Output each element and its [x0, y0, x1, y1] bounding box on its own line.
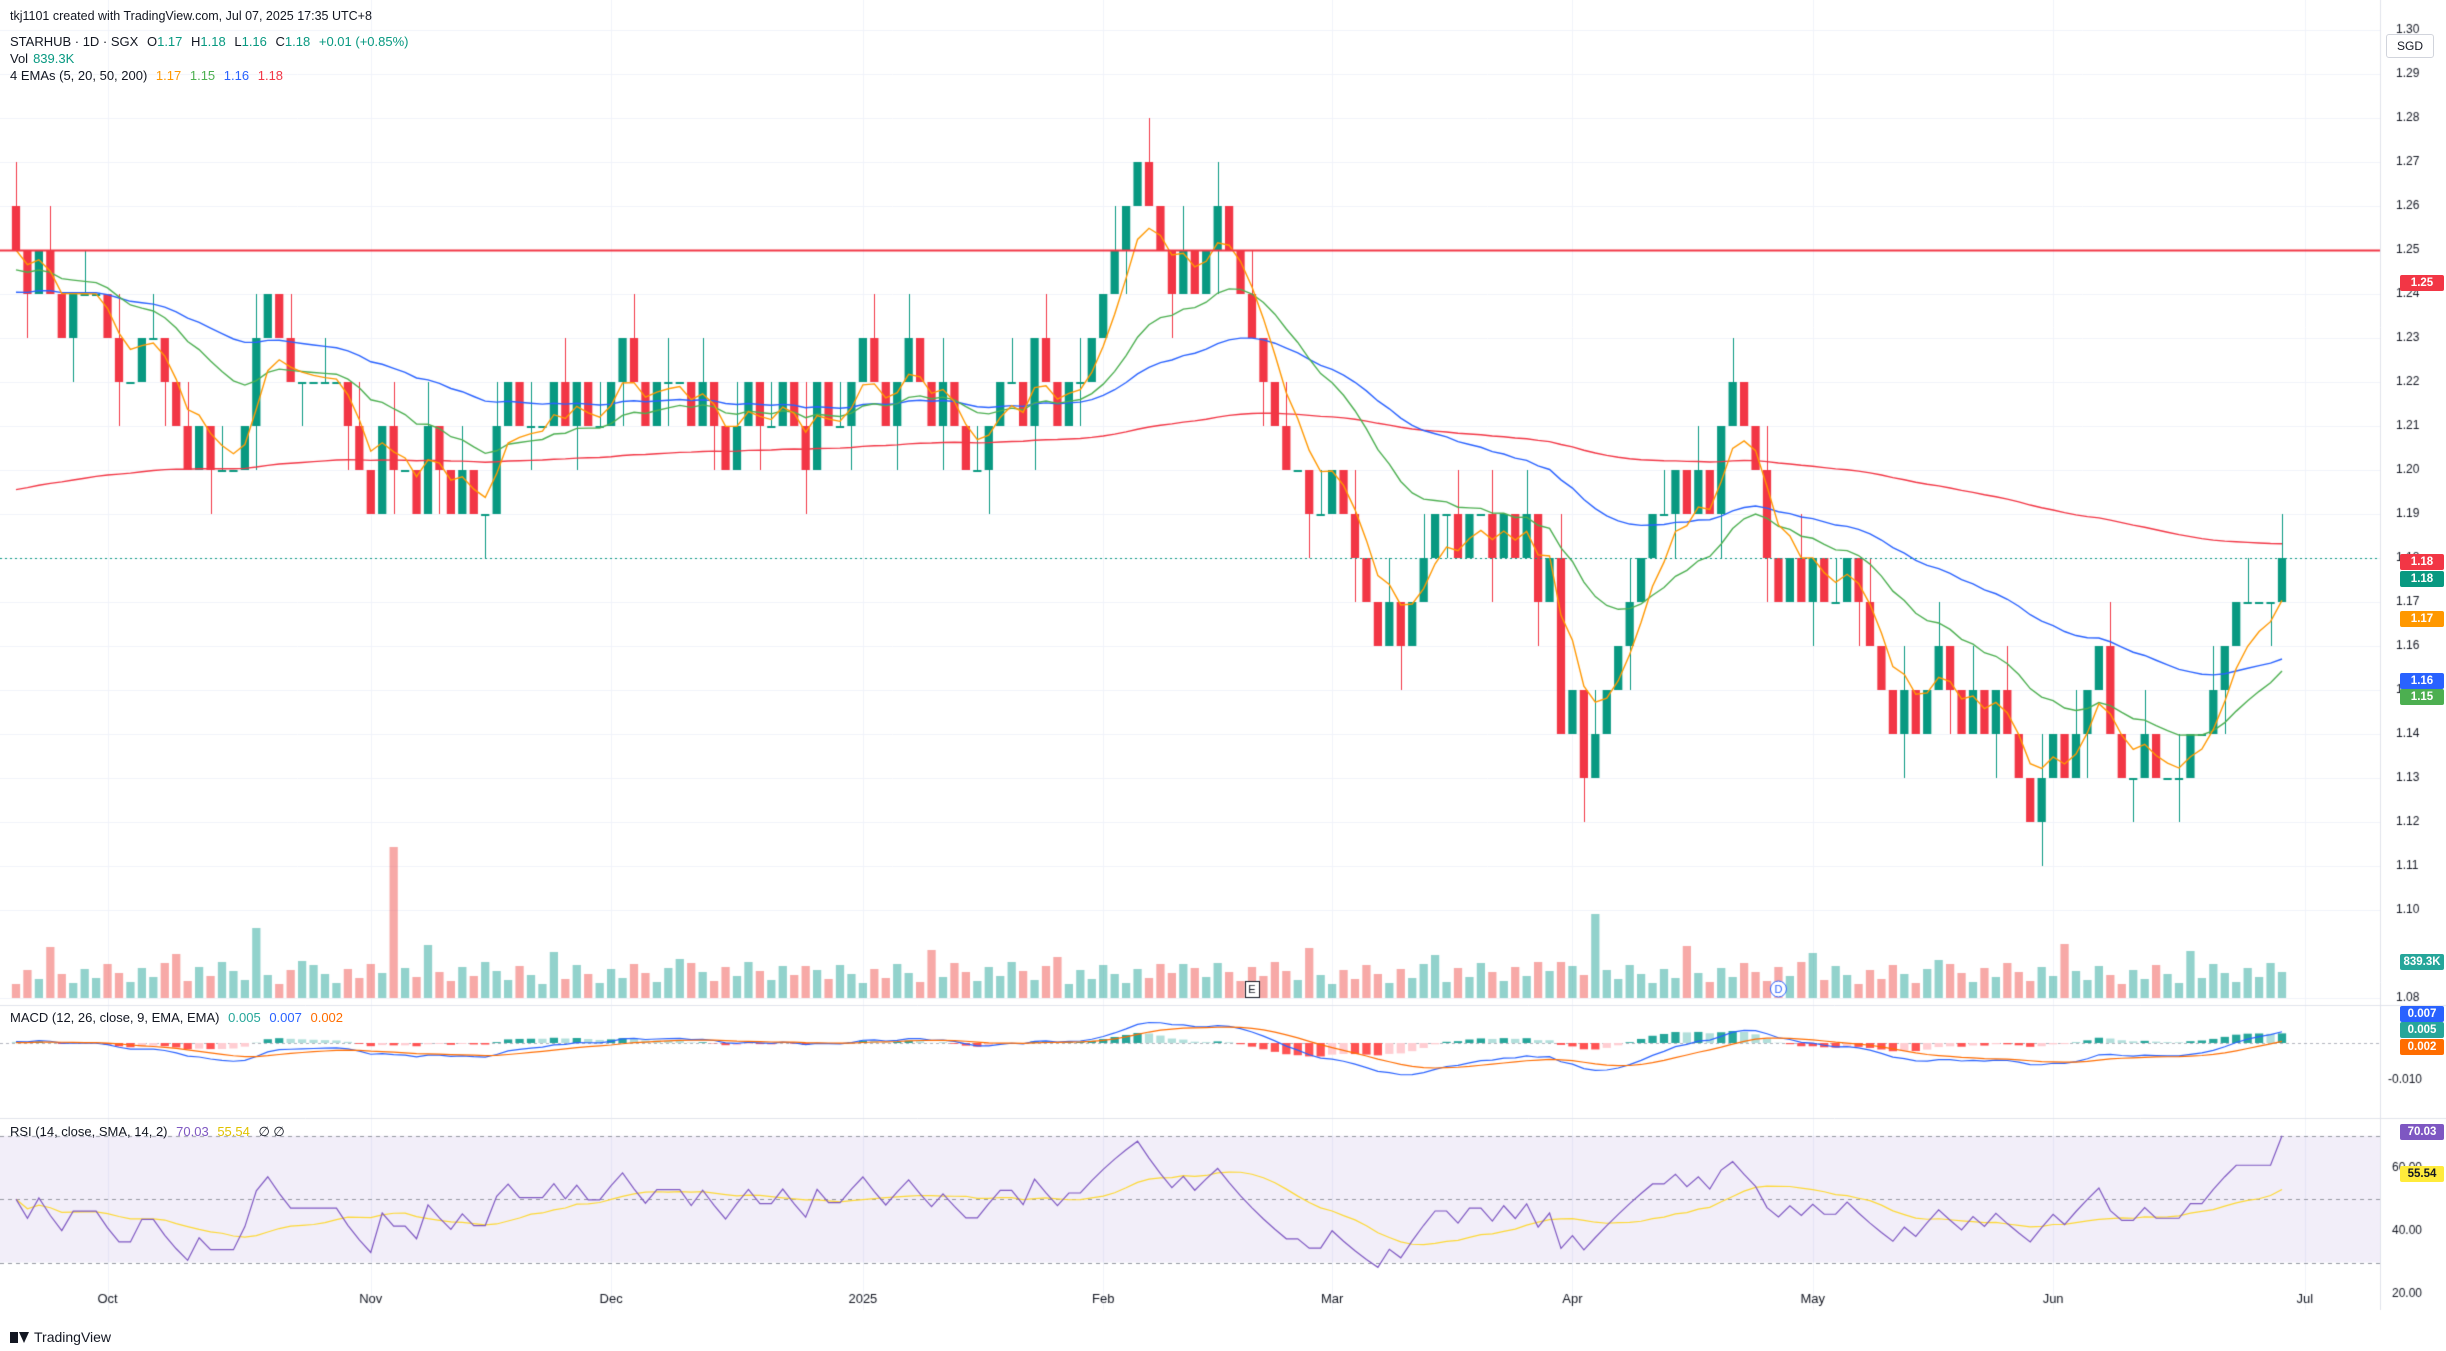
tradingview-brand[interactable]: TradingView: [10, 1329, 111, 1345]
currency-button[interactable]: SGD: [2386, 34, 2434, 58]
low-value: 1.16: [241, 34, 267, 49]
volume-tag: 839.3K: [2400, 954, 2444, 970]
open-value: 1.17: [157, 34, 183, 49]
price-tag: 1.15: [2400, 689, 2444, 705]
rsi-value: 70.03: [176, 1124, 209, 1139]
change-value: +0.01 (+0.85%): [318, 34, 409, 49]
price-tag: 1.17: [2400, 611, 2444, 627]
price-tag: 1.18: [2400, 554, 2444, 570]
macd-hist-value: 0.005: [228, 1010, 261, 1025]
high-value: 1.18: [200, 34, 226, 49]
macd-tag: 0.002: [2400, 1039, 2444, 1055]
symbol-name: STARHUB · 1D · SGX: [10, 34, 139, 49]
tradingview-logo-icon: [10, 1331, 29, 1343]
macd-signal-value: 0.002: [310, 1010, 344, 1025]
rsi-ma-tag: 55.54: [2400, 1166, 2444, 1182]
symbol-legend[interactable]: STARHUB · 1D · SGX O1.17 H1.18 L1.16 C1.…: [10, 34, 409, 49]
volume-legend[interactable]: Vol 839.3K: [10, 51, 75, 66]
macd-tag: 0.005: [2400, 1022, 2444, 1038]
price-tag: 1.18: [2400, 571, 2444, 587]
macd-legend[interactable]: MACD (12, 26, close, 9, EMA, EMA) 0.005 …: [10, 1010, 344, 1025]
ema200-value: 1.18: [257, 68, 284, 83]
ema20-value: 1.15: [189, 68, 216, 83]
ema-legend[interactable]: 4 EMAs (5, 20, 50, 200) 1.17 1.15 1.16 1…: [10, 68, 284, 83]
credit-line: tkj1101 created with TradingView.com, Ju…: [10, 9, 372, 23]
macd-tag: 0.007: [2400, 1006, 2444, 1022]
rsi-ma-value: 55.54: [217, 1124, 250, 1139]
price-tag: 1.16: [2400, 673, 2444, 689]
ema5-value: 1.17: [155, 68, 182, 83]
close-value: 1.18: [284, 34, 311, 49]
volume-value: 839.3K: [33, 51, 75, 66]
brand-text: TradingView: [34, 1329, 112, 1345]
macd-line-value: 0.007: [269, 1010, 302, 1025]
price-tag: 1.25: [2400, 275, 2444, 291]
rsi-tag: 70.03: [2400, 1124, 2444, 1140]
ema50-value: 1.16: [223, 68, 250, 83]
rsi-legend[interactable]: RSI (14, close, SMA, 14, 2) 70.03 55.54 …: [10, 1124, 285, 1139]
